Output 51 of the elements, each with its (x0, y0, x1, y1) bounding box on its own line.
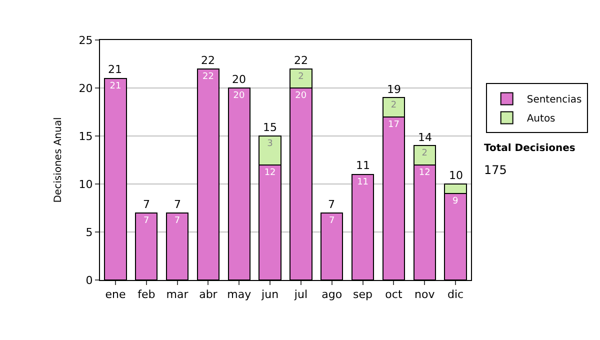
data-label: 22 (202, 72, 214, 82)
text: 175 (484, 163, 507, 177)
data-label: 20 (295, 91, 307, 101)
total-label: 7 (174, 198, 181, 211)
total-label: 19 (387, 83, 401, 96)
data-label: 12 (418, 168, 430, 178)
total-label: 22 (294, 54, 308, 67)
data-label: 21 (110, 81, 122, 92)
total-label: 15 (263, 121, 277, 134)
text: Total Decisiones (484, 143, 576, 154)
y-tick-label: 5 (86, 226, 93, 239)
x-tick-label: nov (414, 288, 436, 302)
total-label: 7 (328, 198, 335, 211)
y-tick-label: 25 (78, 34, 93, 47)
y-tick-label: 15 (78, 130, 93, 143)
data-label: 9 (452, 196, 459, 207)
data-label: 2 (422, 148, 428, 159)
x-tick-label: mar (166, 288, 189, 302)
y-tick-label: 20 (78, 82, 93, 95)
total-label: 14 (418, 131, 432, 144)
total-label: 10 (449, 169, 463, 182)
x-tick-label: ago (322, 288, 342, 302)
x-tick-label: dic (447, 288, 464, 302)
y-tick-label: 10 (78, 178, 93, 191)
data-label: 7 (144, 216, 150, 226)
x-tick-label: jul (293, 288, 308, 302)
x-tick-label: ene (105, 288, 126, 302)
data-label: 7 (329, 216, 335, 226)
data-label: 11 (357, 177, 369, 188)
x-tick-label: may (227, 288, 252, 302)
x-tick-label: feb (138, 288, 156, 302)
x-tick-label: oct (385, 288, 403, 302)
data-label: 7 (174, 216, 180, 226)
x-tick-label: sep (353, 288, 373, 302)
x-tick-label: jun (260, 288, 279, 302)
data-label: 2 (390, 100, 397, 111)
y-tick-label: 0 (86, 274, 93, 287)
data-label: 12 (264, 168, 276, 178)
total-label: 11 (356, 159, 370, 172)
total-label: 22 (201, 54, 215, 67)
data-label: 3 (267, 139, 273, 149)
total-label: 20 (232, 73, 246, 86)
total-label: 7 (143, 198, 150, 211)
total-label: 21 (108, 63, 122, 76)
data-label: 2 (298, 72, 304, 82)
legend-label: Sentencias (526, 94, 582, 106)
x-tick-label: abr (199, 288, 218, 302)
data-label: 17 (388, 120, 400, 130)
legend-label: Autos (526, 114, 556, 125)
y-axis-title: Decisiones Anual (52, 117, 64, 203)
data-label: 20 (233, 91, 245, 101)
